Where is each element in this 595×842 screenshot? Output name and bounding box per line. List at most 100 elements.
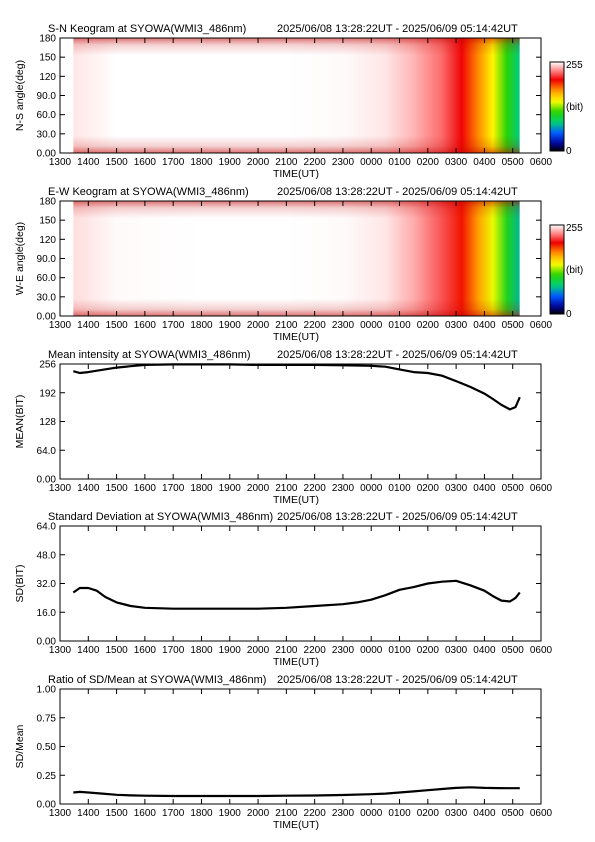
- x-tick-label: 1700: [162, 157, 185, 168]
- x-tick-label: 2300: [332, 483, 355, 494]
- x-tick-label: 2100: [275, 808, 298, 819]
- colorbar-max-label: 255: [566, 60, 583, 71]
- y-axis-label: N-S angle(deg): [14, 60, 26, 131]
- panel-3: Mean intensity at SYOWA(WMI3_486nm) 2025/…: [14, 349, 553, 506]
- x-tick-label: 1400: [77, 483, 100, 494]
- x-tick-label: 0400: [473, 320, 496, 331]
- x-tick-label: 1300: [49, 483, 72, 494]
- y-tick-label: 90.0: [37, 91, 57, 102]
- x-tick-label: 2000: [247, 645, 270, 656]
- x-tick-label: 0600: [530, 320, 553, 331]
- x-tick-label: 0100: [388, 157, 411, 168]
- x-tick-label: 0000: [360, 808, 383, 819]
- chart-time-range: 2025/06/08 13:28:22UT - 2025/06/09 05:14…: [277, 186, 518, 198]
- x-tick-label: 2200: [304, 645, 327, 656]
- y-tick-label: 90.0: [37, 254, 57, 265]
- y-tick-label: 0.00: [37, 637, 57, 648]
- chart-time-range: 2025/06/08 13:28:22UT - 2025/06/09 05:14…: [277, 674, 518, 686]
- y-tick-label: 150: [39, 53, 56, 64]
- x-tick-label: 0000: [360, 320, 383, 331]
- x-tick-label: 0400: [473, 808, 496, 819]
- x-tick-label: 0200: [417, 157, 440, 168]
- colorbar-unit-label: (bit): [566, 102, 583, 113]
- x-tick-label: 1300: [49, 808, 72, 819]
- x-tick-label: 1300: [49, 320, 72, 331]
- x-tick-label: 1500: [105, 645, 128, 656]
- y-tick-label: 128: [39, 417, 56, 428]
- panel-5: Ratio of SD/Mean at SYOWA(WMI3_486nm) 202…: [14, 674, 553, 831]
- y-tick-label: 0.00: [37, 475, 57, 486]
- y-tick-label: 256: [39, 360, 56, 371]
- colorbar-unit-label: (bit): [566, 265, 583, 276]
- x-tick-label: 1900: [219, 157, 242, 168]
- x-tick-label: 0600: [530, 645, 553, 656]
- x-tick-label: 1600: [134, 483, 157, 494]
- x-tick-label: 0300: [445, 483, 468, 494]
- y-tick-label: 180: [39, 197, 56, 208]
- y-tick-label: 30.0: [37, 292, 57, 303]
- x-tick-label: 2200: [304, 320, 327, 331]
- x-tick-label: 2200: [304, 157, 327, 168]
- x-tick-label: 0200: [417, 483, 440, 494]
- chart-time-range: 2025/06/08 13:28:22UT - 2025/06/09 05:14…: [277, 349, 518, 361]
- series-line: [73, 363, 521, 411]
- y-tick-label: 192: [39, 388, 56, 399]
- y-tick-label: 48.0: [37, 550, 57, 561]
- x-tick-label: 2000: [247, 157, 270, 168]
- x-tick-label: 0300: [445, 808, 468, 819]
- x-tick-label: 0500: [502, 645, 525, 656]
- x-tick-label: 1500: [105, 157, 128, 168]
- x-tick-label: 0200: [417, 808, 440, 819]
- x-tick-label: 2300: [332, 157, 355, 168]
- x-tick-label: 1800: [190, 645, 213, 656]
- plot-frame: [59, 525, 542, 642]
- x-axis-label: TIME(UT): [273, 331, 319, 343]
- x-tick-label: 2000: [247, 808, 270, 819]
- y-tick-label: 0.25: [37, 771, 57, 782]
- x-tick-label: 0500: [502, 483, 525, 494]
- x-tick-label: 2000: [247, 320, 270, 331]
- x-tick-label: 0500: [502, 808, 525, 819]
- x-tick-label: 2100: [275, 157, 298, 168]
- x-tick-label: 2100: [275, 645, 298, 656]
- x-tick-label: 0600: [530, 483, 553, 494]
- colorbar-max-label: 255: [566, 223, 583, 234]
- chart-title: Ratio of SD/Mean at SYOWA(WMI3_486nm): [48, 674, 266, 686]
- x-tick-label: 0000: [360, 483, 383, 494]
- x-tick-label: 1400: [77, 808, 100, 819]
- x-tick-label: 0300: [445, 320, 468, 331]
- colorbar-min-label: 0: [566, 146, 572, 157]
- y-tick-label: 150: [39, 216, 56, 227]
- x-axis-label: TIME(UT): [273, 168, 319, 180]
- chart-time-range: 2025/06/08 13:28:22UT - 2025/06/09 05:14…: [277, 511, 518, 523]
- x-tick-label: 2200: [304, 483, 327, 494]
- x-tick-label: 0400: [473, 157, 496, 168]
- x-tick-label: 1900: [219, 320, 242, 331]
- x-axis-label: TIME(UT): [273, 494, 319, 506]
- y-tick-label: 0.50: [37, 742, 57, 753]
- x-tick-label: 0600: [530, 808, 553, 819]
- x-tick-label: 1500: [105, 483, 128, 494]
- panel-2: E-W Keogram at SYOWA(WMI3_486nm) 2025/06/…: [14, 186, 583, 343]
- x-tick-label: 1800: [190, 320, 213, 331]
- panel-1: S-N Keogram at SYOWA(WMI3_486nm) 2025/06/…: [14, 23, 583, 180]
- y-tick-label: 60.0: [37, 110, 57, 121]
- x-tick-label: 0200: [417, 645, 440, 656]
- y-tick-label: 0.00: [37, 312, 57, 323]
- x-axis-label: TIME(UT): [273, 819, 319, 831]
- y-tick-label: 0.00: [37, 800, 57, 811]
- y-tick-label: 120: [39, 72, 56, 83]
- y-axis-label: SD/Mean: [14, 724, 26, 768]
- x-tick-label: 1400: [77, 157, 100, 168]
- x-tick-label: 2300: [332, 645, 355, 656]
- chart-title: Standard Deviation at SYOWA(WMI3_486nm): [48, 511, 273, 523]
- x-tick-label: 1700: [162, 483, 185, 494]
- keogram-edge-shade: [73, 201, 520, 316]
- y-tick-label: 64.0: [37, 446, 57, 457]
- x-tick-label: 0400: [473, 483, 496, 494]
- x-tick-label: 0600: [530, 157, 553, 168]
- x-tick-label: 1900: [219, 645, 242, 656]
- chart-title: E-W Keogram at SYOWA(WMI3_486nm): [48, 186, 249, 198]
- x-tick-label: 1600: [134, 808, 157, 819]
